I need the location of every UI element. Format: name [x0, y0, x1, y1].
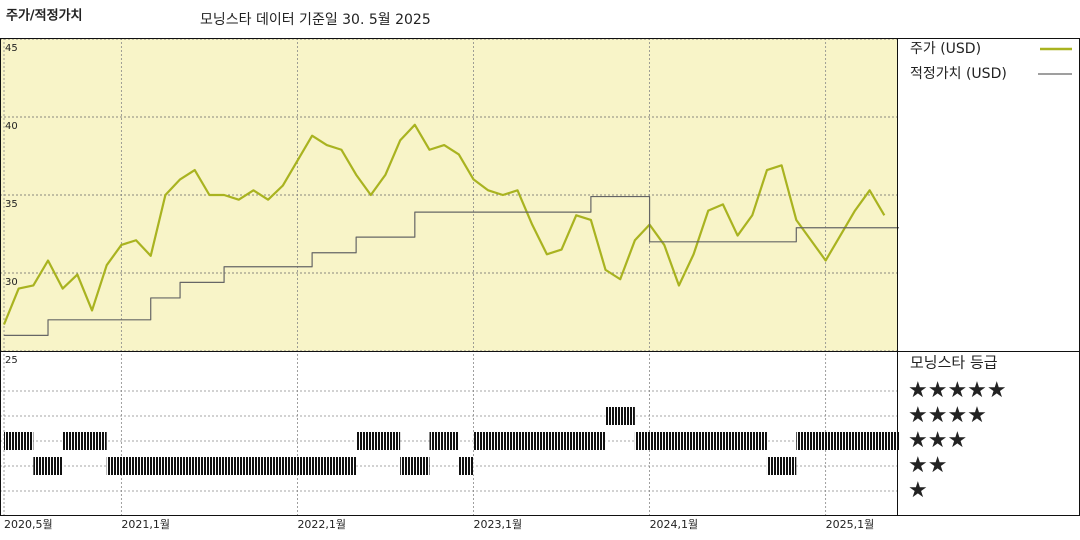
chart-subtitle: 모닝스타 데이터 기준일 30. 5월 2025: [200, 12, 431, 28]
rating-bar: [356, 432, 401, 450]
rating-bar: [796, 432, 899, 450]
rating-bar: [429, 432, 445, 450]
x-tick-label: 2022,1월: [297, 518, 346, 531]
y-tick-label: 45: [5, 43, 18, 54]
rating-bar: [400, 457, 430, 475]
rating-bar: [458, 457, 474, 475]
chart-title: 주가/적정가치: [6, 8, 83, 24]
rating-label: ★★★: [908, 428, 967, 453]
x-tick-label: 2025,1월: [826, 518, 875, 531]
y-tick-label: 40: [5, 121, 18, 132]
rating-bar: [33, 457, 63, 475]
rating-bar: [473, 432, 606, 450]
y-tick-label: 30: [5, 277, 18, 288]
rating-bar: [766, 457, 797, 475]
rating-label: ★★: [908, 453, 947, 478]
legend-label: 주가 (USD): [910, 41, 981, 57]
rating-label: ★: [908, 478, 928, 503]
x-tick-label: 2020,5월: [4, 518, 53, 531]
rating-bar: [4, 432, 34, 450]
plot-background: [0, 38, 897, 351]
y-tick-label: 35: [5, 199, 18, 210]
series-line: [2, 123, 886, 325]
rating-bar: [634, 432, 767, 450]
legend-label: 적정가치 (USD): [910, 66, 1007, 82]
x-tick-label: 2023,1월: [474, 518, 523, 531]
rating-label: ★★★★★: [908, 378, 1007, 403]
rating-bar: [106, 457, 357, 475]
series-line: [4, 195, 899, 336]
x-tick-label: 2021,1월: [121, 518, 170, 531]
rating-bar: [444, 432, 459, 450]
rating-title: 모닝스타 등급: [910, 354, 998, 372]
x-tick-label: 2024,1월: [650, 518, 699, 531]
rating-label: ★★★★: [908, 403, 987, 428]
rating-bar: [605, 407, 635, 425]
y-tick-label: 25: [5, 355, 18, 366]
rating-bar: [62, 432, 107, 450]
